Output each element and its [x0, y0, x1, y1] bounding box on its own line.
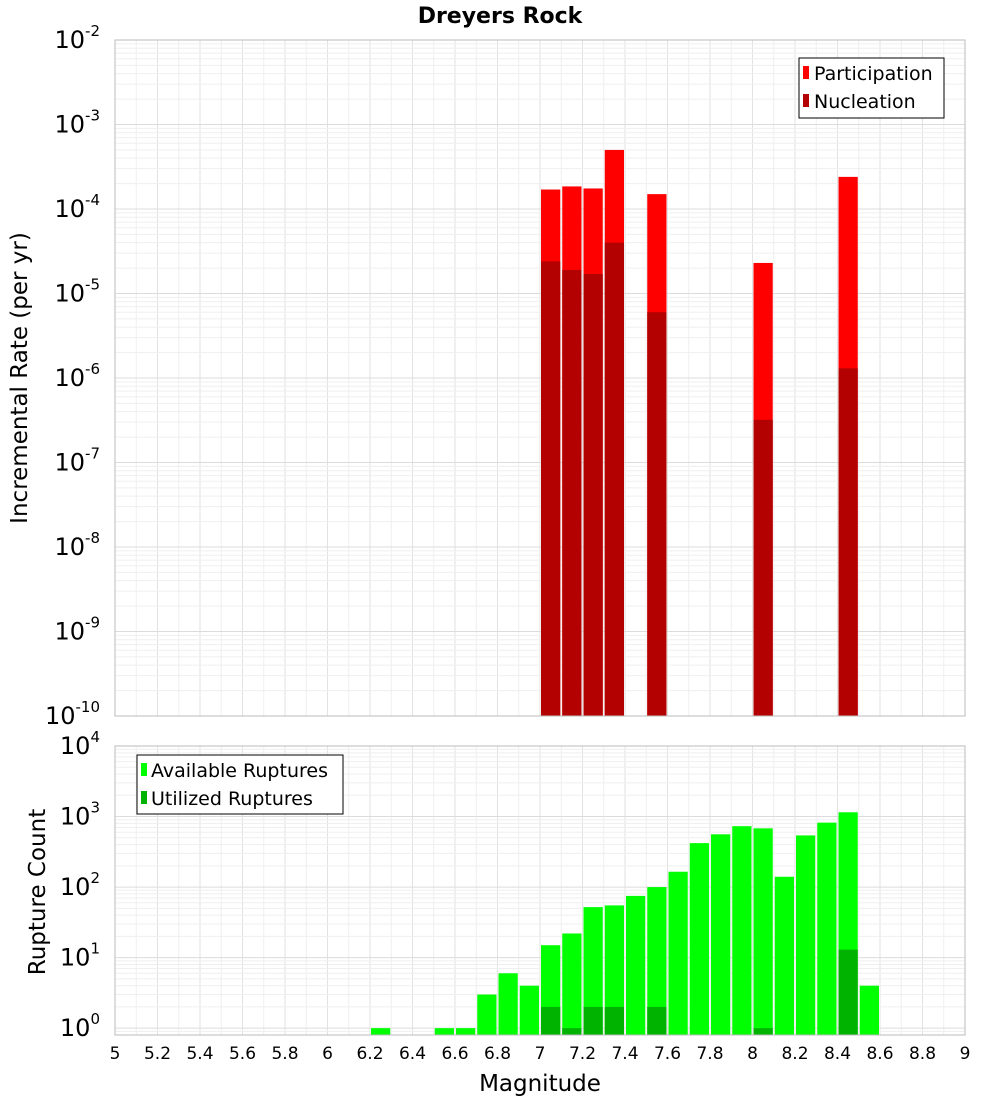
count-bar-series-2 [562, 1028, 582, 1035]
legend-swatch-utilized [141, 791, 147, 804]
x-tick-label: 6.6 [441, 1044, 468, 1064]
chart-title: Dreyers Rock [418, 4, 584, 29]
x-tick-label: 5.4 [186, 1044, 213, 1064]
count-bar-series-1 [604, 905, 624, 1035]
x-tick-label: 7.6 [654, 1044, 681, 1064]
rate-bar-series-2 [838, 368, 858, 716]
count-bar-series-1 [668, 871, 688, 1035]
count-bar-series-2 [541, 1006, 561, 1035]
rate-gridlines [114, 39, 966, 717]
rate-y-tick-label: 10-9 [54, 614, 100, 646]
rate-y-tick-label: 10-4 [54, 191, 100, 223]
rate-y-axis-label: Incremental Rate (per yr) [7, 232, 33, 524]
x-tick-label: 8 [747, 1044, 758, 1064]
count-y-axis-label: Rupture Count [25, 809, 51, 975]
rate-y-tick-label: 10-6 [54, 360, 100, 392]
x-tick-label: 8.4 [824, 1044, 851, 1064]
count-bar-series-1 [477, 994, 497, 1035]
legend-label-participation: Participation [814, 63, 933, 85]
rate-bar-series-2 [753, 419, 773, 716]
x-tick-label: 8.6 [866, 1044, 893, 1064]
rate-bar-series-2 [583, 274, 603, 716]
count-bar-series-2 [647, 1006, 667, 1035]
count-bar-series-2 [838, 949, 858, 1035]
x-tick-label: 5.8 [271, 1044, 298, 1064]
x-tick-label: 7 [535, 1044, 546, 1064]
count-y-tick-label: 103 [60, 799, 100, 831]
count-panel: 100 101 102 103 104 5 5.2 5.4 5.6 5.8 6 6.2 6.4 6.6 6… [25, 728, 970, 1097]
count-bar-series-1 [583, 907, 603, 1035]
count-plot-border [114, 745, 966, 1036]
count-bar-series-2 [604, 1006, 624, 1035]
count-bar-series-1 [689, 843, 709, 1035]
count-bar-series-1 [732, 826, 752, 1035]
rate-y-tick-label: 10-7 [54, 445, 100, 477]
count-bar-series-1 [519, 985, 539, 1035]
rate-bar-series-2 [647, 312, 667, 716]
count-y-tick-label: 101 [60, 940, 100, 972]
count-bar-series-1 [774, 876, 794, 1035]
count-bar-series-1 [562, 933, 582, 1035]
x-tick-label: 7.2 [569, 1044, 596, 1064]
rate-y-tick-label: 10-3 [54, 107, 100, 139]
count-bar-series-1 [371, 1028, 391, 1035]
rate-bar-series-2 [541, 261, 561, 716]
legend-swatch-nucleation [803, 94, 809, 107]
count-bar-series-1 [796, 835, 816, 1035]
x-tick-label: 8.8 [909, 1044, 936, 1064]
x-tick-label: 7.4 [611, 1044, 638, 1064]
legend-label-utilized: Utilized Ruptures [151, 788, 313, 810]
x-tick-label: 5.6 [229, 1044, 256, 1064]
x-tick-labels: 5 5.2 5.4 5.6 5.8 6 6.2 6.4 6.6 6.8 7 7.2 7.4 7.6 7.8 8… [110, 1044, 971, 1064]
count-y-tick-label: 100 [60, 1010, 100, 1042]
count-bar-series-1 [711, 834, 731, 1035]
count-bar-series-2 [583, 1006, 603, 1035]
x-tick-label: 7.8 [696, 1044, 723, 1064]
legend-swatch-participation [803, 66, 809, 79]
count-bars [371, 812, 879, 1035]
count-bar-series-2 [753, 1028, 773, 1035]
count-bar-series-1 [647, 887, 667, 1035]
count-legend-box [136, 754, 344, 815]
rate-bars [541, 149, 858, 717]
count-bar-series-1 [456, 1028, 476, 1035]
x-axis-label: Magnitude [479, 1071, 601, 1097]
count-bar-series-1 [859, 985, 879, 1035]
x-tick-label: 8.2 [781, 1044, 808, 1064]
rate-bar-series-2 [562, 269, 582, 716]
legend-label-available: Available Ruptures [151, 760, 328, 782]
x-tick-label: 6 [322, 1044, 333, 1064]
count-y-tick-label: 102 [60, 869, 100, 901]
rate-y-tick-label: 10-8 [54, 529, 100, 561]
x-tick-label: 5.2 [144, 1044, 171, 1064]
count-bar-series-1 [498, 973, 518, 1035]
x-tick-label: 5 [110, 1044, 121, 1064]
count-bar-series-1 [626, 895, 646, 1035]
rate-y-tick-label: 10-5 [54, 276, 100, 308]
rate-panel: 10-10 10-9 10-8 10-7 10-6 10-5 10-4 10-3 10-2 In… [7, 22, 966, 730]
x-tick-label: 6.8 [484, 1044, 511, 1064]
rate-y-tick-labels: 10-10 10-9 10-8 10-7 10-6 10-5 10-4 10-3 10-2 [45, 22, 100, 730]
rate-legend-box [798, 57, 945, 119]
x-tick-label: 6.4 [399, 1044, 426, 1064]
count-bar-series-1 [817, 822, 837, 1035]
rate-y-tick-label: 10-2 [54, 22, 100, 54]
count-bar-series-1 [753, 828, 773, 1035]
rate-y-tick-label: 10-10 [45, 698, 100, 730]
rate-bar-series-2 [604, 242, 624, 717]
rate-plot-border [114, 39, 966, 717]
legend-swatch-available [141, 763, 147, 776]
legend-label-nucleation: Nucleation [814, 91, 916, 113]
count-bar-series-1 [434, 1028, 454, 1035]
count-y-tick-labels: 100 101 102 103 104 [60, 728, 100, 1042]
count-y-tick-label: 104 [60, 728, 100, 760]
rate-legend: Participation Nucleation [798, 57, 945, 119]
x-tick-label: 9 [960, 1044, 971, 1064]
count-legend: Available Ruptures Utilized Ruptures [136, 754, 344, 815]
x-tick-label: 6.2 [356, 1044, 383, 1064]
